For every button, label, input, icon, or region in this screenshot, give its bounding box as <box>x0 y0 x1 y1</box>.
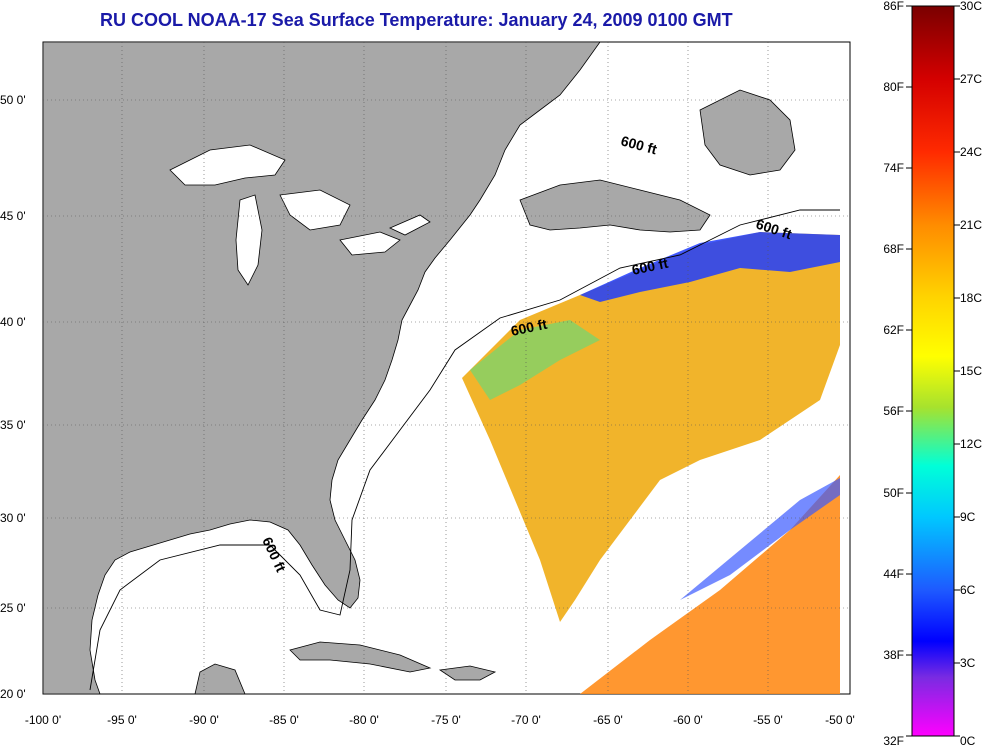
cb-c-label: 27C <box>960 72 982 86</box>
great-lakes <box>169 144 431 286</box>
cb-c-label: 9C <box>960 510 976 524</box>
lon-label: -60 0' <box>673 713 703 727</box>
lon-label: -75 0' <box>431 713 461 727</box>
graticule <box>43 42 850 694</box>
lon-label: -95 0' <box>107 713 137 727</box>
lon-label: -100 0' <box>25 713 61 727</box>
colorbar-ticks <box>906 5 960 737</box>
cb-c-label: 12C <box>960 437 982 451</box>
longitude-labels: -100 0' -95 0' -90 0' -85 0' -80 0' -75 … <box>25 713 855 727</box>
map-title: RU COOL NOAA-17 Sea Surface Temperature:… <box>100 10 733 30</box>
lon-label: -65 0' <box>593 713 623 727</box>
cb-f-label: 44F <box>883 567 904 581</box>
isobath-600ft <box>89 209 840 691</box>
isobath-label: 600 ft <box>630 255 669 278</box>
lon-label: -90 0' <box>189 713 219 727</box>
lat-label: 45 0' <box>0 209 26 223</box>
lon-label: -50 0' <box>825 713 855 727</box>
cb-c-label: 0C <box>960 734 976 748</box>
cb-c-label: 24C <box>960 145 982 159</box>
lat-label: 20 0' <box>0 687 26 701</box>
land-newfoundland <box>699 89 796 176</box>
cb-c-label: 18C <box>960 291 982 305</box>
land-yucatan <box>194 663 246 694</box>
lat-label: 50 0' <box>0 93 26 107</box>
cb-f-label: 86F <box>883 0 904 13</box>
cb-f-label: 80F <box>883 80 904 94</box>
lat-label: 25 0' <box>0 601 26 615</box>
cb-f-label: 62F <box>883 323 904 337</box>
sst-swath-southeast-blue <box>680 478 840 600</box>
land-hispaniola <box>438 665 497 681</box>
sst-swath-southeast <box>580 475 840 694</box>
cb-c-label: 15C <box>960 364 982 378</box>
lat-label: 40 0' <box>0 315 26 329</box>
isobath-label: 600 ft <box>509 316 548 339</box>
cb-f-label: 38F <box>883 648 904 662</box>
cb-c-label: 30C <box>960 0 982 13</box>
cb-c-label: 21C <box>960 218 982 232</box>
cb-f-label: 32F <box>883 734 904 748</box>
land-maritimes <box>519 179 711 233</box>
lat-label: 30 0' <box>0 511 26 525</box>
colorbar-c-labels: 30C 27C 24C 21C 18C 15C 12C 9C 6C 3C 0C <box>960 0 982 748</box>
cb-f-label: 56F <box>883 404 904 418</box>
land-cuba <box>289 641 432 673</box>
colorbar-f-labels: 86F 80F 74F 68F 62F 56F 50F 44F 38F 32F <box>883 0 904 748</box>
sst-swath-green <box>470 320 600 400</box>
colorbar <box>911 5 955 737</box>
land-north-america <box>43 42 601 694</box>
cb-f-label: 68F <box>883 242 904 256</box>
cb-f-label: 50F <box>883 486 904 500</box>
sst-swath-blue <box>580 232 840 302</box>
lon-label: -80 0' <box>349 713 379 727</box>
lon-label: -70 0' <box>511 713 541 727</box>
cb-c-label: 3C <box>960 656 976 670</box>
cb-f-label: 74F <box>883 161 904 175</box>
lon-label: -55 0' <box>753 713 783 727</box>
lon-label: -85 0' <box>269 713 299 727</box>
lat-label: 35 0' <box>0 418 26 432</box>
cb-c-label: 6C <box>960 583 976 597</box>
latitude-labels: 50 0' 45 0' 40 0' 35 0' 30 0' 25 0' 20 0… <box>0 93 26 701</box>
